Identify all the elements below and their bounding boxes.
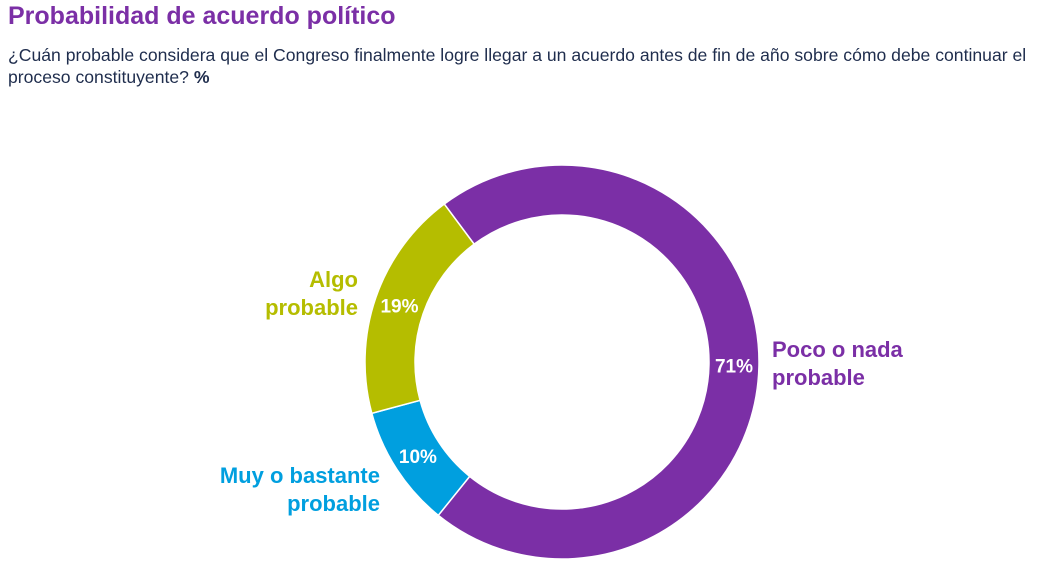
data-label-2: 19% (380, 297, 418, 318)
chart-subtitle: ¿Cuán probable considera que el Congreso… (8, 44, 1064, 88)
subtitle-unit: % (193, 67, 210, 87)
data-label-1: 10% (399, 447, 437, 468)
subtitle-text: ¿Cuán probable considera que el Congreso… (8, 45, 1027, 87)
category-label-muy-o-bastante: Muy o bastante probable (219, 463, 380, 516)
donut-slice-0 (437, 164, 760, 560)
category-label-poco-o-nada: Poco o nada probable (772, 337, 903, 390)
chart-title: Probabilidad de acuerdo político (8, 2, 396, 30)
donut-slice-2 (364, 203, 476, 415)
category-label-algo: Algo probable (265, 267, 358, 320)
data-label-0: 71% (715, 356, 753, 377)
